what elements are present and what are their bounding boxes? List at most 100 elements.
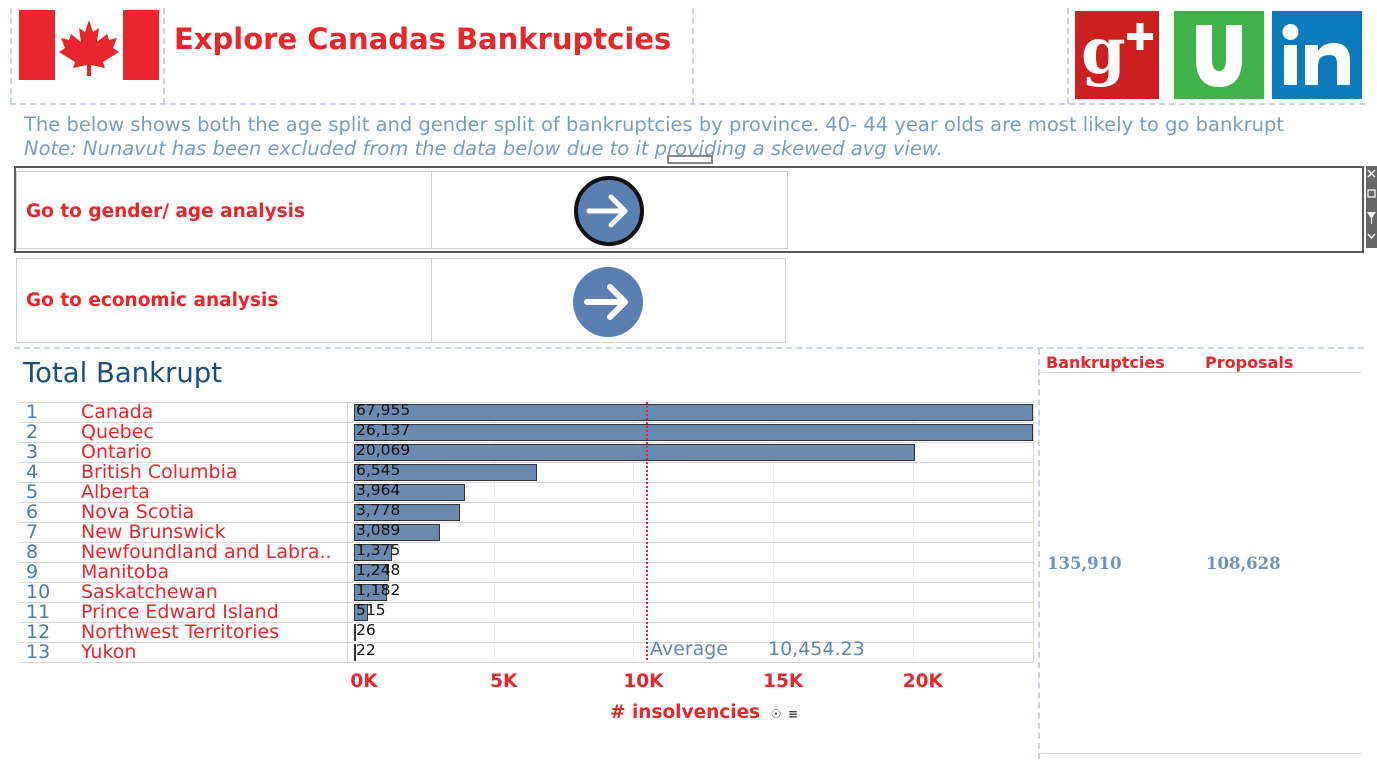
row-rank: 5 [26, 481, 39, 503]
province-label[interactable]: Newfoundland and Labra.. [81, 541, 332, 563]
arrow-right-circle-icon[interactable] [571, 265, 645, 339]
bar-value-label: 22 [356, 641, 376, 659]
bar[interactable] [354, 584, 388, 601]
separator [1067, 8, 1069, 104]
nav-gender-age-button[interactable] [431, 171, 788, 249]
gridline [493, 402, 495, 662]
bar-value-label: 1,182 [356, 581, 401, 599]
province-label[interactable]: Yukon [81, 641, 137, 663]
separator [10, 8, 12, 104]
intro-subtitle: The below shows both the age split and g… [24, 113, 1285, 136]
row-rank: 7 [26, 521, 39, 543]
row-rank: 13 [26, 641, 51, 663]
row-rank: 3 [26, 441, 39, 463]
sort-icon[interactable]: ≡ [787, 707, 798, 721]
x-tick-label: 0K [350, 671, 378, 692]
bar[interactable] [354, 544, 393, 561]
bar-value-label: 67,955 [356, 401, 411, 419]
bar[interactable] [354, 644, 356, 661]
separator [10, 103, 1365, 105]
row-rank: 1 [26, 401, 39, 423]
row-divider [19, 582, 1033, 583]
bar-value-label: 26,137 [356, 421, 411, 439]
bar[interactable] [354, 424, 1033, 441]
summary-divider [1041, 753, 1361, 754]
row-rank: 8 [26, 541, 39, 563]
bar[interactable] [354, 464, 537, 481]
canada-flag-icon [19, 10, 159, 80]
bar-value-label: 26 [356, 621, 376, 639]
bar-value-label: 515 [356, 601, 386, 619]
bar[interactable] [354, 564, 389, 581]
svg-text:g: g [1081, 14, 1126, 89]
separator [14, 347, 1364, 349]
province-label[interactable]: Alberta [81, 481, 150, 503]
bar[interactable] [354, 404, 1033, 421]
province-label[interactable]: New Brunswick [81, 521, 226, 543]
summary-divider [1041, 372, 1361, 373]
proposals-header: Proposals [1205, 353, 1294, 372]
google-plus-icon[interactable]: g [1075, 11, 1159, 99]
bankruptcies-total: 135,910 [1047, 554, 1122, 573]
bar[interactable] [354, 484, 465, 501]
proposals-total: 108,628 [1206, 554, 1281, 573]
linkedin-icon[interactable] [1272, 11, 1362, 99]
gridline [912, 402, 914, 662]
x-tick-label: 20K [902, 671, 943, 692]
row-rank: 12 [26, 621, 51, 643]
row-divider [19, 622, 1033, 623]
row-divider [19, 602, 1033, 603]
chart-divider [347, 402, 348, 662]
intro-note: Note: Nunavut has been excluded from the… [24, 137, 943, 160]
row-divider [19, 422, 1033, 423]
row-divider [19, 662, 1033, 663]
nav-gender-age-label-box[interactable]: Go to gender/ age analysis [16, 171, 432, 249]
x-tick-label: 15K [763, 671, 804, 692]
bar[interactable] [354, 504, 460, 521]
province-label[interactable]: Quebec [81, 421, 154, 443]
average-value: 10,454.23 [768, 638, 865, 660]
row-divider [19, 402, 1033, 403]
resize-handle[interactable] [667, 155, 713, 164]
row-rank: 11 [26, 601, 51, 623]
province-label[interactable]: Nova Scotia [81, 501, 195, 523]
bar[interactable] [354, 444, 915, 461]
province-label[interactable]: British Columbia [81, 461, 238, 483]
province-label[interactable]: Canada [81, 401, 154, 423]
row-divider [19, 562, 1033, 563]
page-title: Explore Canadas Bankruptcies [174, 22, 672, 56]
province-label[interactable]: Northwest Territories [81, 621, 280, 643]
bar[interactable] [354, 524, 441, 541]
bar-value-label: 3,964 [356, 481, 401, 499]
bar[interactable] [354, 624, 356, 641]
province-label[interactable]: Ontario [81, 441, 152, 463]
province-label[interactable]: Prince Edward Island [81, 601, 279, 623]
province-label[interactable]: Saskatchewan [81, 581, 218, 603]
row-rank: 10 [26, 581, 51, 603]
separator [1038, 349, 1040, 759]
separator [692, 8, 694, 104]
bar[interactable] [354, 604, 369, 621]
x-axis-title[interactable]: # insolvencies ☉ ≡ [610, 702, 798, 723]
province-label[interactable]: Manitoba [81, 561, 170, 583]
arrow-right-circle-icon[interactable] [573, 175, 645, 247]
average-label: Average [650, 638, 729, 660]
bankruptcies-header: Bankruptcies [1046, 353, 1165, 372]
pin-icon[interactable]: ☉ [770, 707, 782, 721]
nav-economic-button[interactable] [431, 258, 786, 343]
floating-toolbar[interactable] [1366, 166, 1377, 248]
nav-economic-label[interactable]: Go to economic analysis [26, 290, 279, 311]
bar-value-label: 6,545 [356, 461, 401, 479]
bar-value-label: 20,069 [356, 441, 411, 459]
row-divider [19, 502, 1033, 503]
row-divider [19, 482, 1033, 483]
nav-panel-selected[interactable] [14, 166, 1364, 253]
gridline [773, 402, 775, 662]
nav-economic-label-box[interactable]: Go to economic analysis [16, 258, 432, 343]
udemy-icon[interactable] [1174, 11, 1264, 99]
nav-gender-age-label[interactable]: Go to gender/ age analysis [26, 201, 306, 222]
row-rank: 2 [26, 421, 39, 443]
bar-value-label: 1,248 [356, 561, 401, 579]
bar-value-label: 3,778 [356, 501, 401, 519]
chart-right-edge [1033, 402, 1034, 662]
